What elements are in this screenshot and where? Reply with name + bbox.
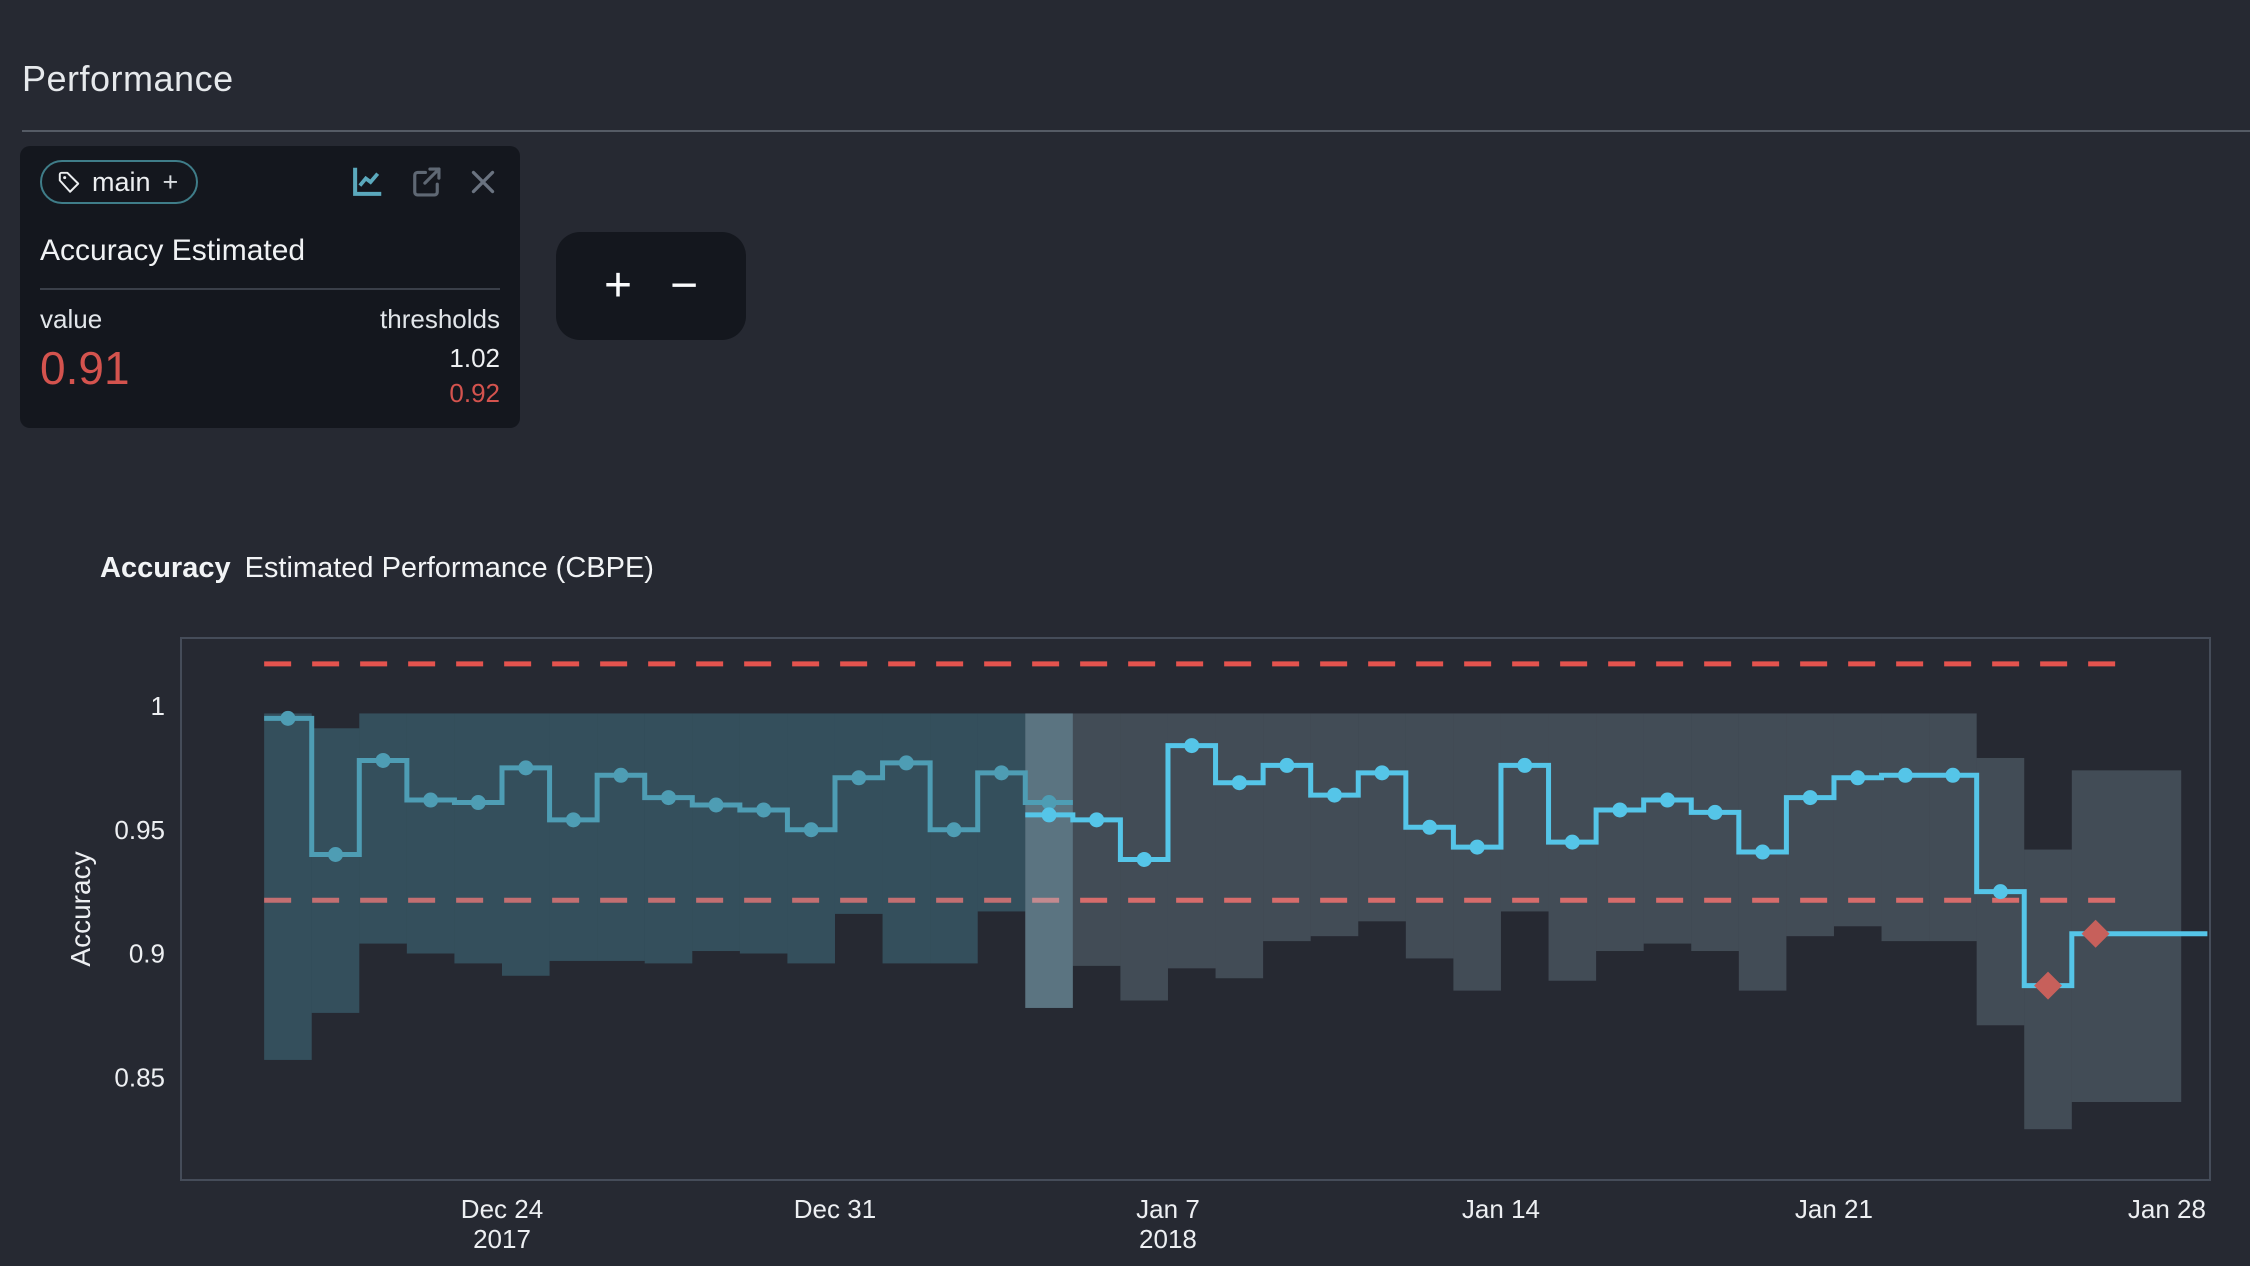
metric-card-toolbar: main + <box>40 158 500 206</box>
plot-border <box>180 637 2211 1181</box>
metric-value: 0.91 <box>40 342 130 394</box>
value-label: value <box>40 304 103 334</box>
tag-chip-main[interactable]: main + <box>40 160 199 204</box>
page-title: Performance <box>22 58 234 99</box>
threshold-upper-value: 1.02 <box>449 343 500 373</box>
svg-text:0.9: 0.9 <box>129 939 165 969</box>
analysis-series <box>1025 738 2208 1000</box>
alert-diamond <box>2081 919 2110 948</box>
svg-text:Jan 21: Jan 21 <box>1795 1194 1873 1224</box>
card-modebar <box>348 163 500 201</box>
card-divider <box>40 288 500 290</box>
zoom-in-button[interactable]: + <box>603 259 632 312</box>
threshold-lower-value: 0.92 <box>449 378 500 409</box>
tag-icon <box>56 169 82 195</box>
add-tag-button[interactable]: + <box>162 166 179 197</box>
close-icon[interactable] <box>466 165 500 199</box>
confidence-bands <box>264 713 2182 1130</box>
svg-text:Jan 14: Jan 14 <box>1462 1194 1540 1224</box>
svg-text:0.95: 0.95 <box>114 815 165 845</box>
chart-title-metric: Accuracy <box>100 552 231 584</box>
svg-text:Dec 31: Dec 31 <box>794 1194 876 1224</box>
header-divider <box>22 130 2250 132</box>
metric-title: Accuracy Estimated <box>40 234 306 267</box>
svg-text:Jan 28: Jan 28 <box>2128 1194 2206 1224</box>
reference-series <box>264 710 1073 862</box>
chart-title: Accuracy Estimated Performance (CBPE) <box>100 552 654 585</box>
chart-title-rest: Estimated Performance (CBPE) <box>244 552 654 584</box>
svg-text:0.85: 0.85 <box>114 1062 165 1092</box>
line-chart-icon[interactable] <box>348 163 386 201</box>
chart-zoom-controls: + − <box>556 232 746 340</box>
svg-text:Dec 24: Dec 24 <box>461 1194 543 1224</box>
svg-text:Jan 7: Jan 7 <box>1136 1194 1200 1224</box>
boundary-highlight-band <box>1025 713 1073 1008</box>
y-axis-label: Accuracy <box>65 851 96 966</box>
thresholds-label: thresholds <box>380 304 500 334</box>
tag-chip-label: main <box>92 166 151 197</box>
metric-card: main + Accu <box>20 146 520 428</box>
alert-diamond <box>2034 971 2063 1000</box>
performance-chart[interactable]: 1 0.95 0.9 0.85 Dec 24 2017 Dec 31 Jan 7 2018 Jan… <box>0 600 2250 1266</box>
svg-text:1: 1 <box>151 691 165 721</box>
svg-text:2017: 2017 <box>473 1224 531 1254</box>
y-axis-ticks: 1 0.95 0.9 0.85 <box>114 691 165 1092</box>
zoom-out-button[interactable]: − <box>670 259 699 312</box>
threshold-lines <box>264 661 2120 903</box>
svg-text:2018: 2018 <box>1139 1224 1197 1254</box>
external-link-icon[interactable] <box>408 164 444 200</box>
